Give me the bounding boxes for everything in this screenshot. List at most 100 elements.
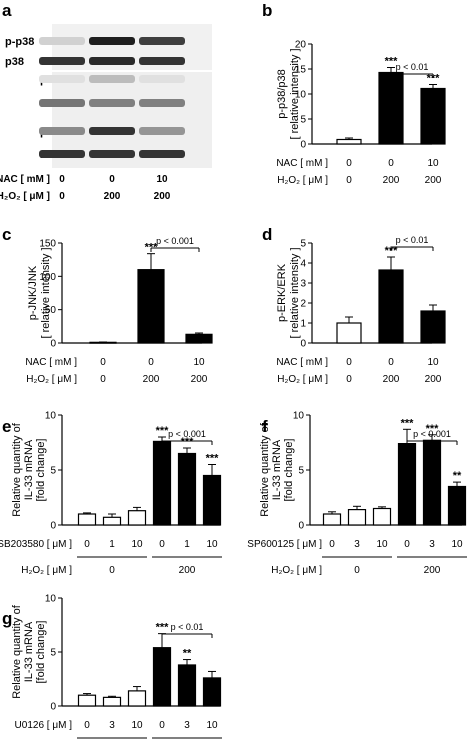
treatment-value: 200 bbox=[104, 191, 121, 202]
y-axis-label: IL-33 mRNA bbox=[271, 439, 283, 500]
inhibitor-value: 0 bbox=[329, 539, 335, 550]
treatment-value: 200 bbox=[425, 175, 442, 186]
significance-label: *** bbox=[427, 73, 441, 85]
bar bbox=[322, 513, 342, 526]
y-axis-label: [ relative intensity ] bbox=[40, 247, 52, 338]
band bbox=[39, 150, 85, 158]
band bbox=[89, 99, 135, 107]
y-tick-label: 5 bbox=[50, 648, 56, 659]
bar bbox=[77, 694, 97, 707]
treatment-value: 0 bbox=[346, 357, 352, 368]
treatment-value: 0 bbox=[148, 357, 154, 368]
panel-letter: c bbox=[2, 225, 11, 244]
y-tick-label: 4 bbox=[300, 259, 306, 270]
treatment-value: 0 bbox=[109, 174, 115, 185]
y-tick-label: 5 bbox=[300, 239, 306, 250]
treatment-label: NAC [ mM ] bbox=[0, 174, 50, 185]
bar bbox=[347, 509, 367, 526]
band bbox=[89, 57, 135, 65]
treatment-value: 0 bbox=[59, 191, 65, 202]
panel-b: 0 5 10 15 20 p-p38/p38[ relative intensity ] *… bbox=[276, 40, 446, 186]
y-tick-label: 0 bbox=[300, 339, 306, 350]
y-tick-label: 1 bbox=[300, 319, 306, 330]
h2o2-label: H₂O₂ [ μM ] bbox=[271, 565, 322, 576]
y-axis-label: [ relative intensity ] bbox=[289, 48, 301, 139]
y-tick-label: 50 bbox=[45, 305, 57, 316]
bar bbox=[372, 507, 392, 526]
treatment-value: 0 bbox=[59, 174, 65, 185]
band bbox=[89, 150, 135, 158]
bar bbox=[137, 269, 165, 344]
p-value-label: p < 0.01 bbox=[396, 235, 429, 245]
panel-letter: d bbox=[262, 225, 272, 244]
bar bbox=[185, 333, 213, 344]
y-tick-label: 5 bbox=[300, 115, 306, 126]
y-tick-label: 20 bbox=[295, 40, 307, 51]
inhibitor-value: 0 bbox=[159, 720, 165, 731]
treatment-value: 10 bbox=[427, 357, 439, 368]
y-tick-label: 15 bbox=[295, 65, 307, 76]
bar bbox=[102, 696, 122, 707]
bar bbox=[152, 647, 172, 707]
y-tick-label: 10 bbox=[295, 90, 307, 101]
treatment-value: 200 bbox=[154, 191, 171, 202]
inhibitor-value: 1 bbox=[109, 539, 115, 550]
band bbox=[139, 150, 185, 158]
inhibitor-value: 0 bbox=[159, 539, 165, 550]
y-tick-label: 0 bbox=[300, 140, 306, 151]
bar bbox=[202, 677, 222, 707]
treatment-label: H₂O₂ [ μM ] bbox=[0, 191, 50, 202]
p-value-label: p < 0.001 bbox=[413, 429, 451, 439]
treatment-value: 0 bbox=[100, 357, 106, 368]
y-axis-label: Relative quantity of bbox=[11, 422, 23, 516]
treatment-value: 10 bbox=[193, 357, 205, 368]
significance-label: *** bbox=[385, 56, 399, 68]
treatment-value: 0 bbox=[346, 374, 352, 385]
y-tick-label: 3 bbox=[300, 279, 306, 290]
bar bbox=[336, 138, 362, 145]
band bbox=[89, 37, 135, 45]
band bbox=[39, 127, 85, 135]
treatment-value: 200 bbox=[191, 374, 208, 385]
significance-label: *** bbox=[206, 453, 220, 465]
inhibitor-value: 3 bbox=[354, 539, 360, 550]
treatment-value: 200 bbox=[143, 374, 160, 385]
treatment-value: 200 bbox=[425, 374, 442, 385]
p-value-label: p < 0.001 bbox=[168, 429, 206, 439]
band bbox=[39, 57, 85, 65]
y-tick-label: 150 bbox=[39, 239, 56, 250]
inhibitor-value: 10 bbox=[131, 539, 143, 550]
significance-label: *** bbox=[156, 622, 170, 634]
panel-g: 0 5 10 Relative quantity of IL-33 mRNA [fold … bbox=[11, 594, 222, 739]
y-tick-label: 2 bbox=[300, 299, 306, 310]
bar bbox=[420, 87, 446, 145]
y-axis-label: [fold change] bbox=[283, 439, 295, 502]
y-axis-label: [ relative intensity ] bbox=[289, 247, 301, 338]
inhibitor-value: 0 bbox=[84, 539, 90, 550]
inhibitor-value: 10 bbox=[451, 539, 463, 550]
bar bbox=[397, 443, 417, 526]
bar bbox=[422, 439, 442, 526]
band-label: p38 bbox=[5, 56, 24, 68]
significance-label: *** bbox=[156, 425, 170, 437]
panel-letter: g bbox=[2, 609, 12, 628]
bar bbox=[152, 440, 172, 526]
inhibitor-value: 3 bbox=[109, 720, 115, 731]
inhibitor-value: 10 bbox=[206, 539, 218, 550]
bar bbox=[127, 510, 147, 526]
band bbox=[139, 99, 185, 107]
panel-a-western-blot: p-p38p38p-JNKJNKp-ERKERKNAC [ mM ]0010H₂… bbox=[0, 24, 212, 202]
h2o2-value: 200 bbox=[424, 565, 441, 576]
y-axis-label: p-JNK/JNK bbox=[27, 265, 39, 320]
significance-label: *** bbox=[181, 436, 195, 448]
y-tick-label: 10 bbox=[45, 411, 57, 422]
bar bbox=[102, 516, 122, 526]
h2o2-label: H₂O₂ [ μM ] bbox=[21, 565, 72, 576]
significance-label: *** bbox=[401, 417, 415, 429]
band bbox=[39, 75, 85, 83]
panel-letter: b bbox=[262, 1, 272, 20]
y-tick-label: 10 bbox=[293, 411, 305, 422]
inhibitor-label: SP600125 [ μM ] bbox=[247, 539, 322, 550]
band bbox=[89, 75, 135, 83]
